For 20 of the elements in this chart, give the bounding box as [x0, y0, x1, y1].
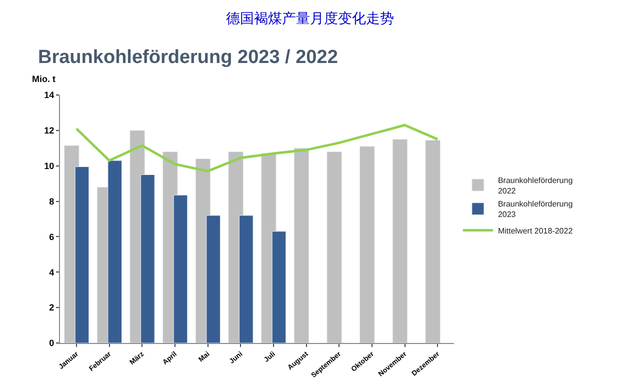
y-tick-label: 14 [44, 90, 54, 100]
y-axis-title: Mio. t [32, 74, 56, 84]
bar [294, 148, 310, 343]
y-tick-label: 2 [49, 302, 54, 313]
legend-label: Braunkohleförderung 2022 [498, 176, 573, 196]
legend-label: Mittelwert 2018-2022 [498, 226, 574, 236]
chart-title: 德国褐煤产量月度变化走势 [226, 11, 394, 27]
bar [392, 139, 408, 343]
chart-subtitle: Braunkohleförderung 2023 / 2022 [38, 47, 338, 68]
y-tick-label: 4 [49, 267, 54, 278]
bar [326, 151, 342, 343]
y-tick-label: 6 [49, 232, 54, 242]
line-series [75, 124, 439, 172]
y-tick-label: 10 [44, 161, 54, 172]
y-tick-label: 12 [44, 126, 54, 136]
legend-label: Braunkohleförderung 2023 [498, 200, 573, 220]
bar [360, 146, 375, 343]
y-tick-label: 8 [49, 196, 54, 206]
y-tick-label: 0 [49, 338, 54, 348]
bar [425, 140, 440, 343]
